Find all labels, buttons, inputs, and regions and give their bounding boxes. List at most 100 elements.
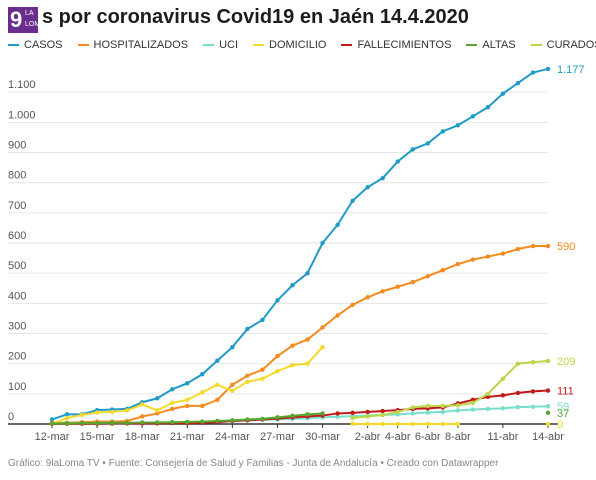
data-point-hospitalizados bbox=[170, 406, 175, 412]
y-tick-label: 0 bbox=[8, 411, 14, 423]
legend-item-altas: ALTAS bbox=[466, 38, 516, 52]
legend-label: CURADOS bbox=[546, 39, 596, 51]
data-point-casos bbox=[155, 396, 160, 401]
data-point-altas bbox=[245, 417, 250, 422]
data-point-altas bbox=[290, 413, 295, 419]
data-point-casos bbox=[320, 240, 325, 246]
data-point-casos bbox=[530, 70, 536, 75]
legend-item-hospitalizados: HOSPITALIZADOS bbox=[77, 38, 188, 52]
data-point-altas bbox=[305, 412, 310, 417]
data-point-domicilio bbox=[200, 390, 205, 395]
data-point-uci bbox=[500, 406, 506, 411]
legend-swatch bbox=[77, 44, 89, 46]
data-point-domicilio bbox=[275, 369, 280, 374]
data-point-casos bbox=[245, 326, 250, 332]
data-point-hospitalizados bbox=[440, 267, 445, 273]
data-point-uci bbox=[485, 406, 491, 412]
data-point-fallecimientos bbox=[380, 408, 385, 414]
end-label-uci: 59 bbox=[557, 401, 569, 413]
data-point-domicilio bbox=[425, 421, 430, 427]
data-point-fallecimientos bbox=[485, 394, 491, 400]
data-point-curados bbox=[440, 403, 445, 409]
series-line-casos bbox=[51, 67, 549, 421]
data-point-fallecimientos bbox=[500, 393, 506, 398]
x-tick-label: 21-mar bbox=[170, 431, 205, 443]
data-point-domicilio bbox=[185, 397, 190, 403]
data-point-hospitalizados bbox=[350, 302, 355, 308]
data-point-fallecimientos bbox=[335, 411, 340, 416]
data-point-casos bbox=[305, 270, 310, 276]
data-point-altas bbox=[64, 421, 70, 426]
data-point-altas bbox=[79, 420, 85, 426]
data-point-casos bbox=[290, 283, 295, 288]
data-point-domicilio bbox=[410, 421, 415, 427]
data-point-altas bbox=[320, 411, 325, 416]
data-point-domicilio bbox=[64, 415, 70, 421]
data-point-hospitalizados bbox=[425, 273, 430, 279]
data-point-fallecimientos bbox=[470, 397, 476, 403]
data-point-casos bbox=[350, 198, 355, 203]
logo-text-loma: LOMA bbox=[25, 21, 45, 28]
data-point-altas bbox=[200, 419, 205, 424]
data-point-altas bbox=[124, 420, 130, 425]
legend-label: CASOS bbox=[24, 39, 63, 51]
data-point-hospitalizados bbox=[545, 243, 551, 249]
data-point-casos bbox=[380, 175, 385, 181]
data-point-fallecimientos bbox=[350, 410, 355, 416]
data-point-fallecimientos bbox=[515, 390, 521, 396]
data-point-curados bbox=[545, 358, 551, 364]
data-point-uci bbox=[455, 408, 461, 413]
data-point-casos bbox=[365, 184, 370, 190]
legend-item-casos: CASOS bbox=[8, 38, 63, 52]
data-point-hospitalizados bbox=[485, 254, 491, 259]
data-point-casos bbox=[500, 91, 506, 96]
y-tick-label: 400 bbox=[8, 290, 26, 302]
data-point-curados bbox=[500, 376, 506, 381]
legend-item-curados: CURADOS bbox=[530, 38, 596, 52]
data-point-domicilio bbox=[455, 421, 461, 427]
data-point-altas bbox=[185, 419, 190, 425]
data-point-curados bbox=[350, 415, 355, 421]
line-chart: 0 100 200 300 400 500 600 700 800 900 1.000 1.100 12… bbox=[8, 64, 585, 443]
data-point-altas bbox=[109, 420, 115, 425]
data-point-fallecimientos bbox=[365, 409, 370, 415]
chart-title: s por coronavirus Covid19 en Jaén 14.4.2… bbox=[42, 6, 469, 28]
data-point-hospitalizados bbox=[155, 411, 160, 416]
data-point-hospitalizados bbox=[215, 397, 220, 403]
data-point-altas bbox=[545, 410, 551, 416]
data-point-altas bbox=[215, 418, 220, 424]
end-label-casos: 1.177 bbox=[557, 64, 585, 76]
data-point-hospitalizados bbox=[320, 325, 325, 330]
data-point-hospitalizados bbox=[500, 251, 506, 256]
data-point-casos bbox=[410, 147, 415, 152]
data-point-uci bbox=[470, 407, 476, 412]
y-tick-label: 100 bbox=[8, 381, 26, 393]
legend-swatch bbox=[466, 44, 478, 46]
data-point-casos bbox=[545, 66, 551, 72]
data-point-casos bbox=[170, 387, 175, 392]
data-point-hospitalizados bbox=[260, 367, 265, 372]
data-point-domicilio bbox=[365, 421, 370, 427]
data-point-domicilio bbox=[305, 361, 310, 366]
series-line-curados bbox=[352, 359, 549, 419]
data-point-curados bbox=[455, 403, 461, 408]
x-tick-label: 11-abr bbox=[487, 431, 518, 443]
data-point-uci bbox=[335, 414, 340, 419]
logo-number: 9 bbox=[10, 7, 23, 32]
x-tick-label: 18-mar bbox=[125, 431, 160, 443]
data-point-altas bbox=[170, 419, 175, 425]
data-point-hospitalizados bbox=[230, 382, 235, 387]
y-tick-label: 1.100 bbox=[8, 79, 36, 91]
data-point-hospitalizados bbox=[515, 246, 521, 252]
series-line-domicilio bbox=[51, 346, 324, 425]
data-point-altas bbox=[230, 418, 235, 423]
data-point-domicilio bbox=[94, 410, 100, 415]
data-point-casos bbox=[260, 317, 265, 323]
data-point-hospitalizados bbox=[290, 343, 295, 348]
data-point-curados bbox=[485, 391, 491, 397]
data-point-uci bbox=[545, 404, 551, 409]
data-point-hospitalizados bbox=[380, 289, 385, 294]
data-point-altas bbox=[260, 416, 265, 422]
data-point-casos bbox=[200, 372, 205, 377]
data-point-domicilio bbox=[230, 388, 235, 394]
